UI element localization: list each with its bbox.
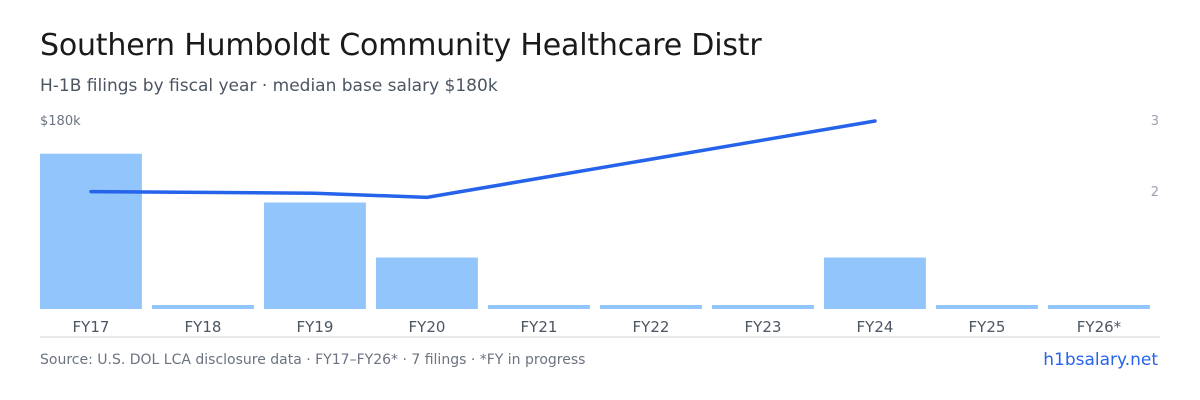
x-tick-label: FY20 (409, 318, 446, 336)
right-axis-tick-label: 3 (1151, 114, 1159, 129)
x-tick-label: FY23 (745, 318, 782, 336)
bar-fy20 (376, 257, 478, 309)
chart-subtitle: H-1B filings by fiscal year · median bas… (40, 76, 498, 96)
right-axis-tick-label: 2 (1151, 185, 1159, 200)
bar-fy23 (712, 305, 814, 309)
salary-line (89, 119, 877, 200)
x-tick-label: FY21 (521, 318, 558, 336)
x-tick-label: FY26* (1077, 318, 1122, 336)
brand-link[interactable]: h1bsalary.net (1043, 350, 1158, 370)
bar-fy21 (488, 305, 590, 309)
x-tick-label: FY25 (969, 318, 1006, 336)
x-tick-label: FY24 (857, 318, 894, 336)
bar-fy22 (600, 305, 702, 309)
x-tick-label: FY18 (185, 318, 222, 336)
bar-fy24 (824, 257, 926, 309)
bar-fy25 (936, 305, 1038, 309)
bar-fy17 (40, 153, 142, 309)
chart-title: Southern Humboldt Community Healthcare D… (40, 28, 762, 63)
bar-fy19 (264, 202, 366, 309)
x-tick-label: FY19 (297, 318, 334, 336)
left-axis-tick-label: $180k (40, 114, 81, 129)
x-tick-label: FY22 (633, 318, 670, 336)
x-tick-label: FY17 (73, 318, 110, 336)
source-note: Source: U.S. DOL LCA disclosure data · F… (40, 352, 586, 368)
bar-fy18 (152, 305, 254, 309)
bar-fy26-partial (1048, 305, 1150, 309)
